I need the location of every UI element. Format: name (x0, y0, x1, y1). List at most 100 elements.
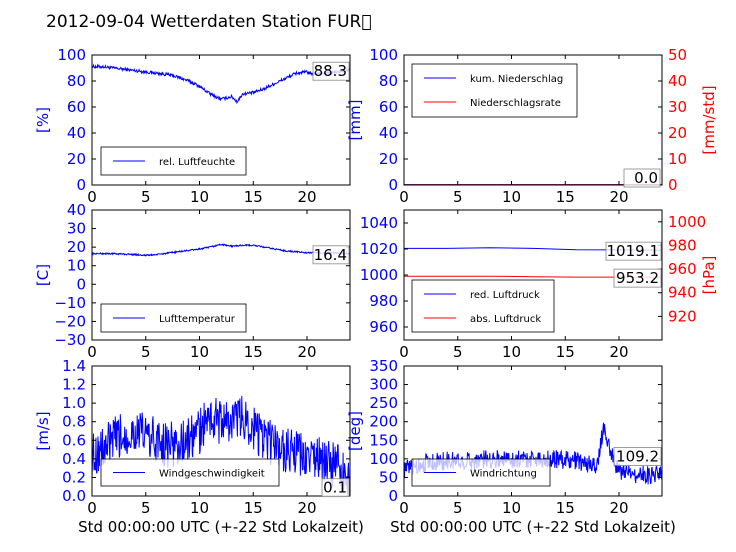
series-line-0 (92, 395, 350, 496)
plot-frame (91, 54, 351, 186)
last-value-label-box (623, 168, 661, 188)
x-tick-label: 10 (190, 499, 209, 517)
y-tick-label: 0 (388, 487, 398, 505)
x-tick-label: 5 (453, 499, 463, 517)
last-value-label-box (312, 245, 350, 265)
x-tick-label: 0 (87, 499, 97, 517)
y-tick-label: 40 (67, 201, 86, 219)
y-tick-label: 200 (369, 413, 398, 431)
last-value-label: 16.4 (314, 246, 347, 264)
x-axis-label-right: Std 00:00:00 UTC (+-22 Std Lokalzeit) (390, 518, 676, 536)
legend-box (411, 279, 555, 333)
y-tick-label: 20 (67, 150, 86, 168)
legend-entry: kum. Niederschlag (470, 74, 563, 85)
x-tick-label: 0 (399, 343, 409, 361)
y-tick-label-right: 940 (668, 284, 697, 302)
x-tick-label: 15 (244, 188, 263, 206)
x-tick-label: 5 (453, 343, 463, 361)
y-tick-label: 1.2 (62, 376, 86, 394)
y-tick-label: −20 (54, 312, 86, 330)
x-tick-label: 10 (190, 188, 209, 206)
x-tick-label: 20 (297, 188, 316, 206)
x-axis-label-left: Std 00:00:00 UTC (+-22 Std Lokalzeit) (78, 518, 364, 536)
last-value-label: 1019.1 (607, 242, 660, 260)
x-tick-label: 5 (141, 188, 151, 206)
y-tick-label: 30 (67, 220, 86, 238)
y-tick-label: 60 (67, 98, 86, 116)
last-value-label: 88.3 (314, 62, 347, 80)
legend-entry: rel. Luftfeuchte (159, 157, 235, 168)
y-tick-label: 0.6 (62, 431, 86, 449)
y-tick-label: 0.4 (62, 450, 86, 468)
y-tick-label: 150 (369, 431, 398, 449)
x-tick-label: 20 (297, 499, 316, 517)
y-tick-label: 0.2 (62, 468, 86, 486)
x-tick-label: 0 (399, 188, 409, 206)
legend-entry: Windgeschwindigkeit (159, 469, 265, 480)
y-axis-label: [deg] (346, 411, 364, 451)
y-tick-label: −30 (54, 331, 86, 349)
y-tick-label: 300 (369, 376, 398, 394)
y-axis-label: [C] (34, 264, 52, 286)
y-tick-label-right: 20 (668, 124, 687, 142)
legend-entry: Lufttemperatur (159, 314, 236, 325)
x-tick-label: 20 (297, 343, 316, 361)
y-tick-label-right: 30 (668, 98, 687, 116)
y-tick-label: 20 (379, 150, 398, 168)
x-tick-label: 5 (141, 499, 151, 517)
y-axis-label-right: [mm/std] (700, 85, 718, 154)
legend-entry: red. Luftdruck (470, 290, 540, 301)
y-tick-label: 980 (369, 292, 398, 310)
last-value-label-2-box (613, 268, 662, 288)
y-tick-label-right: 10 (668, 150, 687, 168)
series-line-0 (404, 422, 662, 485)
y-tick-label: 40 (379, 124, 398, 142)
y-tick-label: 80 (67, 72, 86, 90)
y-tick-label: 0 (388, 176, 398, 194)
y-tick-label: 250 (369, 394, 398, 412)
legend-box (411, 63, 578, 118)
plot-frame (403, 365, 663, 497)
plot-frame (91, 209, 351, 341)
figure-title: 2012-09-04 Wetterdaten Station FUR  (46, 12, 372, 32)
x-tick-label: 15 (556, 188, 575, 206)
chart-panel-5: 0 5 10 15 20050100150200250300350[deg]109.2W… (346, 357, 663, 517)
y-tick-label-right: 0 (668, 176, 678, 194)
chart-panel-3: 0 5 10 15 20 960 980 1000 1020 1040 920 940 960 980 10… (360, 209, 718, 361)
chart-panel-1: 0 5 10 15 20 0 20 40 60 80 100 0 10 20 30 40 50 [mm] [mm/s… (346, 46, 718, 206)
series-line-0 (92, 63, 350, 105)
last-value-label-box (321, 478, 350, 498)
legend-entry: abs. Luftdruck (470, 314, 541, 325)
y-tick-label: 50 (379, 468, 398, 486)
x-tick-label: 0 (399, 499, 409, 517)
x-tick-label: 10 (502, 343, 521, 361)
last-value-label-box (312, 61, 350, 81)
y-tick-label: 40 (67, 124, 86, 142)
y-tick-label: 1040 (360, 214, 398, 232)
y-tick-label-right: 50 (668, 46, 687, 64)
y-tick-label: 1.4 (62, 357, 86, 375)
last-value-label: 0.0 (634, 169, 658, 187)
y-tick-label-right: 40 (668, 72, 687, 90)
series-line-0 (92, 243, 350, 257)
y-tick-label: 0 (76, 275, 86, 293)
x-tick-label: 10 (502, 188, 521, 206)
last-value-label: 109.2 (616, 447, 659, 465)
y-tick-label: 60 (379, 98, 398, 116)
y-tick-label: 350 (369, 357, 398, 375)
y-axis-label-right: [hPa] (700, 256, 718, 295)
x-tick-label: 5 (453, 188, 463, 206)
y-tick-label: −10 (54, 294, 86, 312)
legend-entry: Niederschlagsrate (470, 98, 561, 109)
y-tick-label: 80 (379, 72, 398, 90)
x-tick-label: 15 (244, 499, 263, 517)
y-tick-label: 10 (67, 257, 86, 275)
y-axis-label: [%] (34, 107, 52, 133)
plot-frame (403, 54, 663, 186)
x-tick-label: 20 (609, 188, 628, 206)
y-axis-label: [mm] (346, 100, 364, 141)
y-tick-label-right: 960 (668, 260, 697, 278)
chart-panel-0: 0 5 10 15 20 0 20 40 60 80 100 [%] 88.3 rel. Luftfeuc… (34, 46, 351, 206)
y-tick-label: 100 (369, 46, 398, 64)
